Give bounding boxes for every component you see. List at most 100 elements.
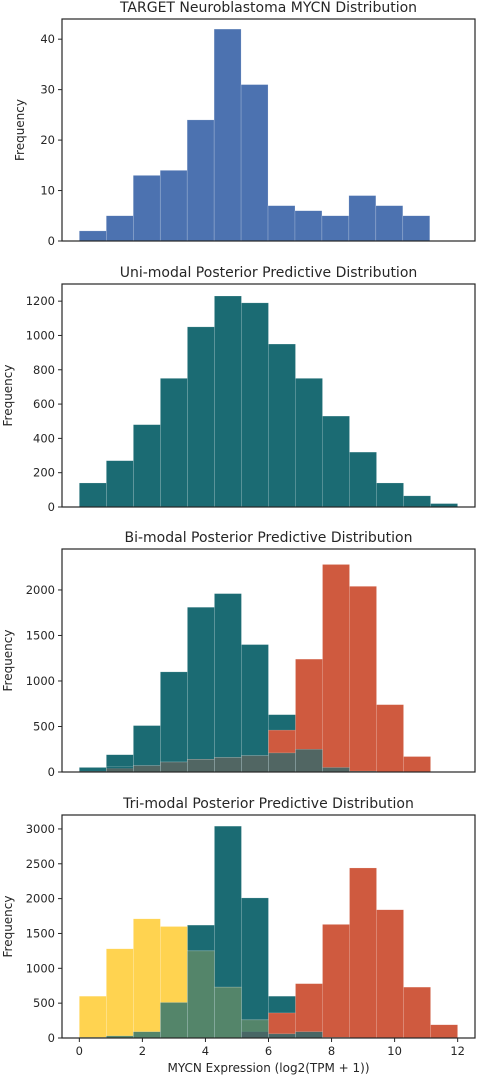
chart-panel-1: TARGET Neuroblastoma MYCN Distribution 0 1… (13, 0, 476, 248)
bar (214, 593, 242, 773)
bar (79, 995, 107, 1039)
bar (106, 215, 134, 242)
y-tick-label: 1500 (26, 926, 55, 940)
bar (322, 924, 350, 1039)
x-tick-label: 6 (265, 1044, 272, 1058)
y-axis-label: Frequency (13, 99, 27, 161)
chart-panel-3: Bi-modal Posterior Predictive Distributi… (1, 530, 476, 779)
y-axis-label: Frequency (1, 630, 15, 692)
bar (268, 752, 296, 773)
x-tick-label: 12 (450, 1044, 465, 1058)
y-tick-label: 2000 (26, 583, 55, 597)
bar (106, 948, 134, 1039)
y-tick-label: 1200 (26, 294, 55, 308)
bar (402, 215, 431, 242)
bar (376, 909, 404, 1039)
bar (241, 644, 269, 773)
bar (159, 170, 188, 242)
y-axis-label: Frequency (1, 365, 15, 427)
y-tick-label: 500 (33, 996, 55, 1010)
bar (240, 84, 269, 242)
x-tick-label: 10 (387, 1044, 402, 1058)
bar (295, 378, 323, 508)
bar (133, 175, 161, 242)
bar (349, 451, 377, 508)
y-tick-label: 0 (48, 234, 55, 248)
y-tick-label: 0 (48, 500, 55, 514)
x-tick-label: 2 (139, 1044, 146, 1058)
bar (322, 564, 350, 773)
x-tick-label: 0 (76, 1044, 83, 1058)
series-1 (79, 295, 458, 508)
y-tick-label: 20 (40, 133, 55, 147)
axes-frame (61, 548, 476, 773)
y-tick-label: 2500 (26, 857, 55, 871)
bar (79, 482, 107, 508)
bar (376, 704, 404, 773)
bar (133, 765, 161, 773)
bar (241, 302, 269, 508)
bar (322, 415, 350, 508)
bar (403, 756, 431, 773)
bar (241, 1019, 269, 1039)
chart-title: Tri-modal Posterior Predictive Distribut… (122, 796, 414, 812)
y-tick-label: 1500 (26, 628, 55, 642)
bar (214, 295, 242, 508)
bar (295, 748, 323, 773)
y-tick-label: 3000 (26, 822, 55, 836)
bar (214, 757, 242, 773)
y-tick-label: 0 (48, 1031, 55, 1045)
bar (348, 195, 377, 242)
y-tick-label: 30 (40, 83, 55, 97)
y-tick-label: 2000 (26, 892, 55, 906)
bar (376, 482, 404, 508)
bar (133, 424, 161, 508)
bar (187, 950, 215, 1039)
bar (186, 119, 215, 242)
bar (106, 460, 134, 508)
x-tick-label: 4 (202, 1044, 209, 1058)
y-axis-label: Frequency (1, 896, 15, 958)
bar (187, 326, 215, 508)
axes-frame (61, 18, 476, 242)
bar (79, 230, 107, 242)
y-tick-label: 800 (33, 363, 55, 377)
chart-title: Uni-modal Posterior Predictive Distribut… (120, 265, 418, 281)
y-tick-label: 0 (48, 765, 55, 779)
bar (160, 761, 188, 773)
bar (295, 1031, 323, 1039)
bar (322, 767, 350, 773)
bar (268, 1033, 296, 1039)
bar (349, 586, 377, 773)
bar (268, 1012, 296, 1039)
chart-title: Bi-modal Posterior Predictive Distributi… (124, 530, 412, 546)
bar (403, 495, 431, 508)
y-tick-label: 600 (33, 397, 55, 411)
y-tick-label: 200 (33, 466, 55, 480)
series-4 (79, 950, 350, 1039)
bar (79, 767, 107, 773)
bar (267, 205, 296, 242)
y-tick-label: 40 (40, 32, 55, 46)
bar (241, 897, 269, 1039)
bar (295, 983, 323, 1039)
series-1 (79, 593, 377, 773)
bar (187, 759, 215, 773)
bar (106, 766, 134, 773)
bar (133, 725, 161, 773)
y-tick-label: 400 (33, 431, 55, 445)
bar (321, 215, 350, 242)
bar (268, 343, 296, 508)
x-axis-label: MYCN Expression (log2(TPM + 1)) (167, 1061, 369, 1075)
bar (214, 986, 242, 1039)
chart-panel-2: Uni-modal Posterior Predictive Distribut… (1, 265, 476, 514)
bar (403, 986, 431, 1039)
bar (187, 607, 215, 773)
bar (133, 918, 161, 1039)
bar (430, 1024, 458, 1039)
y-tick-label: 1000 (26, 961, 55, 975)
bar (133, 1031, 161, 1039)
bar (349, 867, 377, 1039)
y-tick-label: 500 (33, 719, 55, 733)
